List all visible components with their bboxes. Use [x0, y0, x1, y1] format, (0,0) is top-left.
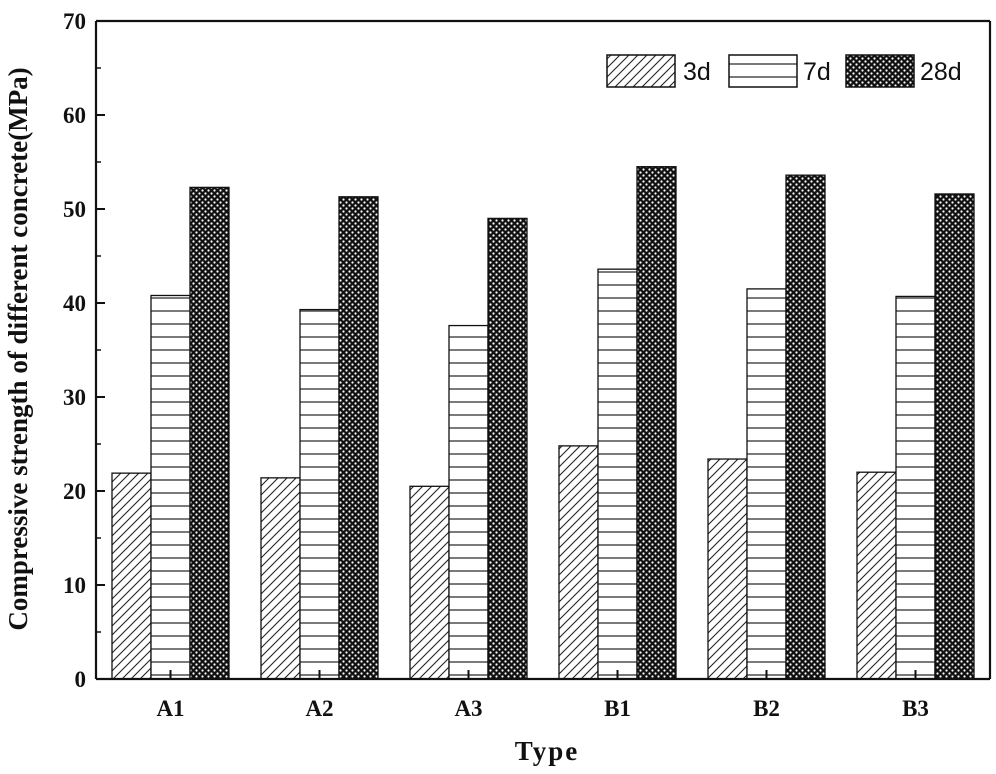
x-tick-label: B2	[753, 696, 780, 721]
bar-B2-3d	[707, 458, 748, 680]
y-tick-label: 10	[63, 573, 86, 598]
legend-label-7d: 7d	[803, 58, 831, 86]
legend-swatch-28d	[845, 54, 915, 88]
bar-B2-28d	[785, 174, 826, 680]
bar-A3-7d	[448, 324, 489, 680]
bar-A2-28d	[338, 196, 379, 680]
ticks: 0 10 20 30 40 50 60 70 A1 A2 A3 B1 B2 B3	[63, 9, 929, 721]
x-tick-label: B1	[604, 696, 631, 721]
y-tick-label: 40	[63, 291, 86, 316]
bar-A1-7d	[150, 294, 191, 680]
bar-B3-3d	[856, 471, 897, 680]
legend: 3d 7d 28d	[606, 54, 962, 88]
bar-A2-3d	[260, 477, 301, 680]
y-tick-label: 60	[63, 103, 86, 128]
axes	[94, 19, 992, 681]
bar-A1-28d	[189, 186, 230, 680]
legend-swatch-7d	[728, 54, 798, 88]
x-tick-label: A1	[156, 696, 184, 721]
bar-A3-3d	[409, 485, 450, 680]
bar-B1-3d	[558, 445, 599, 680]
x-tick-label: B3	[902, 696, 929, 721]
bar-B1-7d	[597, 268, 638, 680]
y-tick-label: 50	[63, 197, 86, 222]
bar-B2-7d	[746, 288, 787, 680]
y-tick-label: 20	[63, 479, 86, 504]
x-tick-label: A2	[305, 696, 333, 721]
y-axis-label: Compressive strength of different concre…	[3, 67, 33, 630]
legend-swatch-3d	[606, 54, 676, 88]
y-tick-label: 70	[63, 9, 86, 34]
bar-B1-28d	[636, 166, 677, 680]
x-tick-label: A3	[454, 696, 482, 721]
legend-label-28d: 28d	[920, 58, 962, 86]
bar-A2-7d	[299, 308, 340, 680]
bar-B3-28d	[934, 193, 975, 680]
y-tick-label: 30	[63, 385, 86, 410]
y-tick-label: 0	[75, 667, 87, 692]
bar-B3-7d	[895, 295, 936, 680]
bar-A1-3d	[111, 472, 152, 680]
x-axis-label: Type	[515, 736, 580, 766]
bar-group	[111, 166, 975, 680]
bar-A3-28d	[487, 217, 528, 680]
legend-label-3d: 3d	[683, 58, 711, 86]
